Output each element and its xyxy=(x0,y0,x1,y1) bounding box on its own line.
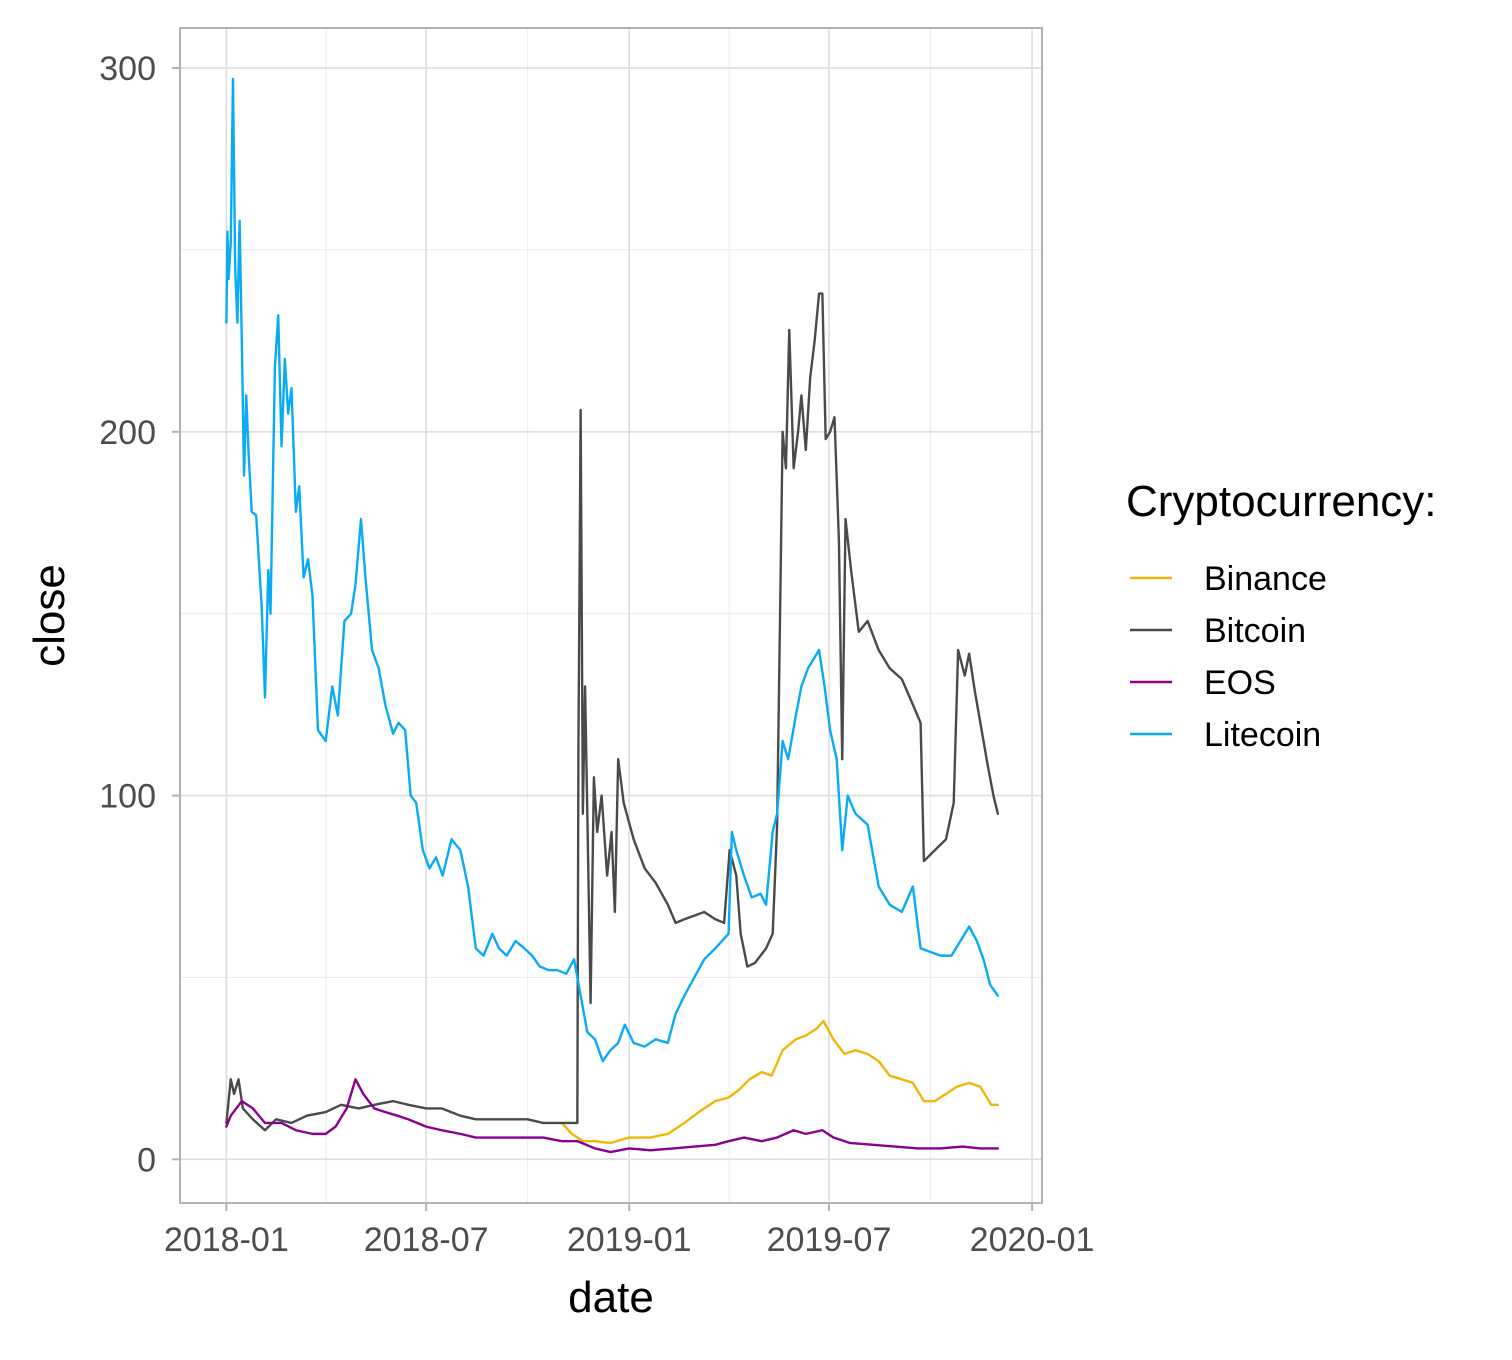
series-lines xyxy=(225,77,1000,1154)
series-line-bitcoin xyxy=(225,292,1000,1132)
x-tick-label: 2020-01 xyxy=(970,1221,1095,1259)
series-line-eos xyxy=(225,1078,1000,1154)
y-tick-label: 200 xyxy=(99,414,156,452)
legend: Cryptocurrency: Binance Bitcoin EOS Litecoi… xyxy=(1126,477,1437,754)
y-tick-label: 100 xyxy=(99,778,156,816)
major-gridlines xyxy=(180,28,1042,1203)
legend-title: Cryptocurrency: xyxy=(1126,477,1437,526)
x-tick-label: 2018-01 xyxy=(164,1221,289,1259)
series-line-litecoin xyxy=(225,77,1000,1063)
legend-label-litecoin: Litecoin xyxy=(1204,716,1321,754)
y-axis-title: close xyxy=(25,564,74,667)
series-line-binance xyxy=(560,1019,1000,1145)
plot-panel-border xyxy=(179,27,1043,1204)
legend-label-binance: Binance xyxy=(1204,560,1327,598)
legend-label-eos: EOS xyxy=(1204,664,1276,702)
y-tick-label: 0 xyxy=(137,1141,156,1179)
minor-gridlines xyxy=(180,28,1042,1203)
x-tick-label: 2019-01 xyxy=(567,1221,692,1259)
y-tick-label: 300 xyxy=(99,50,156,88)
legend-label-bitcoin: Bitcoin xyxy=(1204,612,1306,650)
y-axis-ticks: 0 100 200 300 xyxy=(99,50,180,1179)
x-tick-label: 2019-07 xyxy=(767,1221,892,1259)
x-tick-label: 2018-07 xyxy=(364,1221,489,1259)
legend-items: Binance Bitcoin EOS Litecoin xyxy=(1130,560,1327,754)
x-axis-title: date xyxy=(568,1273,654,1322)
x-axis-ticks: 2018-01 2018-07 2019-01 2019-07 2020-01 xyxy=(164,1203,1094,1259)
